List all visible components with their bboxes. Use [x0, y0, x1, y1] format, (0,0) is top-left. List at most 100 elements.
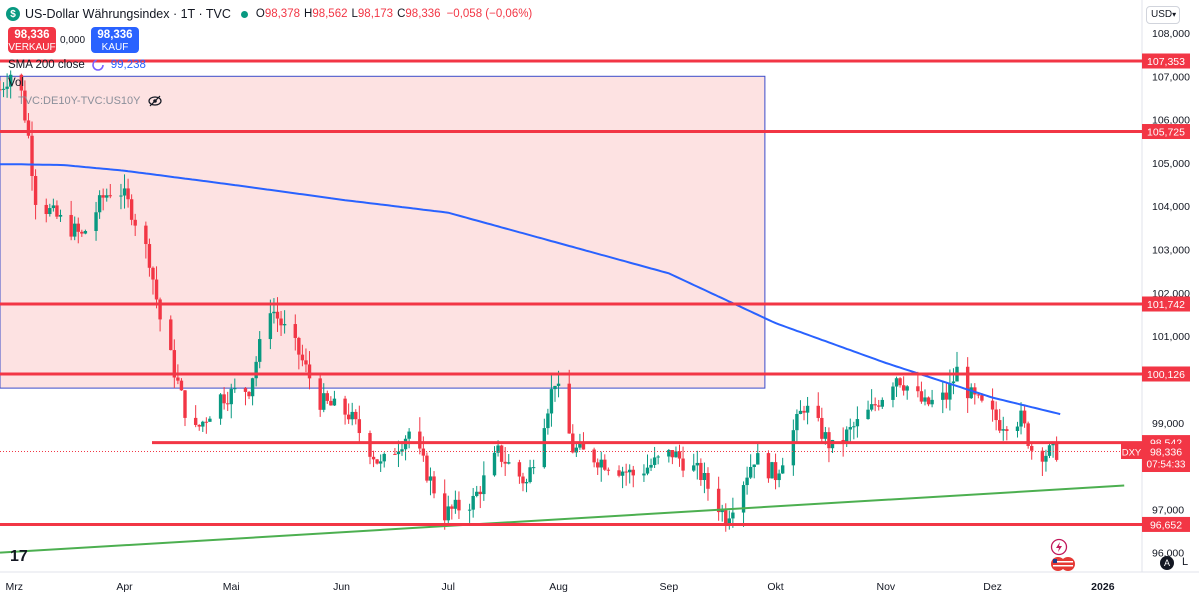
candle-body [923, 397, 927, 402]
candle-body [101, 195, 105, 198]
candle-body [197, 424, 201, 427]
lightning-icon[interactable] [1050, 538, 1068, 556]
candle-body [26, 120, 31, 136]
candle-body [773, 462, 778, 481]
candle-body [407, 431, 411, 439]
candle-body [606, 469, 611, 471]
chevron-down-icon: ▾ [1172, 10, 1177, 19]
candle-body [346, 414, 351, 420]
x-tick-label: Aug [549, 581, 568, 593]
candle-body [617, 470, 621, 476]
candle-body [254, 361, 258, 379]
x-tick-label: Jun [333, 581, 350, 593]
candle-body [418, 431, 422, 449]
candle-body [318, 378, 322, 410]
candle-body [574, 447, 579, 453]
candle-body [44, 204, 48, 215]
candle-body [229, 388, 233, 405]
candle-body [400, 449, 404, 452]
x-tick-label: Mrz [5, 581, 23, 593]
sma-200-line [0, 163, 1061, 416]
candle-body [496, 445, 500, 453]
buy-button[interactable]: 98,336 KAUF [91, 27, 139, 53]
sma-legend[interactable]: SMA 200 close 99,238 [8, 58, 146, 72]
symbol-title[interactable]: US-Dollar Währungsindex · 1T · TVC [25, 7, 231, 21]
candle-body [297, 337, 301, 355]
candle-body [300, 354, 305, 361]
candle-body [233, 388, 237, 390]
candle-body [731, 512, 735, 519]
candle-body [578, 442, 582, 448]
candle-body [396, 451, 401, 455]
candle-body [841, 439, 845, 442]
candle-body [204, 421, 209, 423]
candle-body [620, 471, 625, 476]
candle-body [307, 364, 312, 379]
candle-body [176, 377, 180, 381]
candle-body [275, 311, 280, 319]
auto-scale-button[interactable]: A [1160, 556, 1174, 570]
candle-body [332, 398, 337, 406]
candle-body [218, 394, 223, 419]
candle-body [69, 214, 73, 237]
currency-button[interactable]: USD ▾ [1146, 6, 1180, 24]
candle-body [603, 459, 607, 470]
sma-label: SMA 200 close [8, 59, 85, 71]
candle-body [994, 409, 998, 421]
candle-body [770, 462, 774, 479]
candle-body [48, 208, 52, 215]
candle-body [119, 195, 123, 197]
candle-body [1005, 429, 1009, 431]
candle-body [692, 465, 696, 471]
candle-body [542, 428, 547, 468]
compare-label: TVC:DE10Y-TVC:US10Y [18, 95, 141, 107]
event-flags-icon[interactable] [1050, 556, 1080, 572]
candle-body [169, 319, 173, 351]
candle-body [976, 394, 981, 396]
candle-body [467, 509, 472, 511]
symbol-tag [1121, 444, 1142, 460]
candle-body [780, 465, 785, 474]
candle-body [457, 499, 461, 511]
candle-body [122, 188, 127, 196]
candle-body [531, 467, 536, 469]
candle-body [304, 360, 308, 365]
candle-body [599, 459, 603, 468]
volume-legend[interactable]: Vol [8, 77, 24, 89]
level-price-label: 100,126 [1147, 369, 1185, 381]
y-tick-label: 101,000 [1152, 331, 1190, 343]
candle-body [827, 432, 831, 449]
sma-value: 99,238 [110, 59, 146, 71]
candle-body [581, 442, 586, 450]
candle-body [528, 467, 532, 483]
candle-body [756, 453, 760, 465]
sell-button[interactable]: 98,336 VERKAUF [8, 27, 56, 53]
candle-body [951, 381, 956, 384]
candle-body [1040, 450, 1045, 462]
compare-legend[interactable]: TVC:DE10Y-TVC:US10Y [18, 95, 163, 107]
candle-body [250, 378, 255, 397]
candle-body [179, 380, 184, 391]
candle-body [649, 464, 653, 468]
log-scale-button[interactable]: L [1182, 556, 1189, 568]
candle-body [83, 231, 88, 234]
candle-body [869, 404, 874, 410]
y-tick-label: 105,000 [1152, 158, 1190, 170]
candle-body [969, 387, 973, 399]
candle-body [58, 214, 63, 217]
candle-body [222, 394, 226, 404]
candle-body [695, 462, 699, 466]
candle-body [507, 462, 511, 464]
candle-body [258, 339, 262, 362]
candle-body [482, 475, 486, 495]
close-label: C [397, 8, 406, 20]
y-tick-label: 108,000 [1152, 28, 1190, 40]
candle-body [225, 403, 230, 405]
eye-hidden-icon[interactable] [148, 95, 163, 107]
candle-body [193, 417, 198, 425]
candle-body [5, 86, 9, 89]
open-value: 98,378 [264, 8, 300, 20]
candle-body [432, 476, 436, 494]
candle-body [172, 350, 177, 378]
